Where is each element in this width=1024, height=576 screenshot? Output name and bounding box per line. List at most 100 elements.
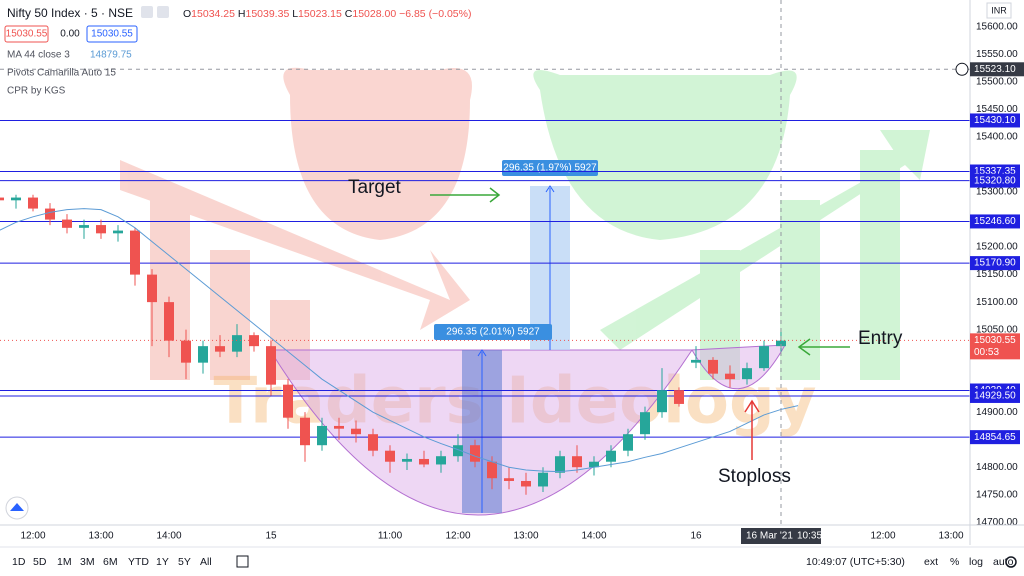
candle-body xyxy=(28,197,38,209)
y-tick-label: 15300.00 xyxy=(976,187,1018,198)
x-tick-label: 12:00 xyxy=(20,531,45,542)
x-tick-label: 14:00 xyxy=(156,531,181,542)
candle-body xyxy=(742,368,752,380)
stoploss-label: Stoploss xyxy=(718,466,791,487)
countdown: 00:53 xyxy=(974,347,999,358)
candle-body xyxy=(725,373,735,380)
option-button[interactable]: ext xyxy=(924,556,938,568)
candle-body xyxy=(164,302,174,341)
measure-label: 296.35 (1.97%) 5927 xyxy=(503,163,597,174)
range-button[interactable]: 1D xyxy=(12,556,26,568)
x-tick-label: 12:00 xyxy=(445,531,470,542)
stoploss-arrow-head xyxy=(744,399,760,413)
crosshair-price-box xyxy=(970,62,1024,77)
indicator-value: 14879.75 xyxy=(90,50,132,61)
level-label-box xyxy=(970,430,1020,445)
measure-label: 296.35 (2.01%) 5927 xyxy=(446,327,540,338)
range-button[interactable]: 5Y xyxy=(178,556,191,568)
candle-body xyxy=(147,274,157,303)
range-button[interactable]: 1Y xyxy=(156,556,169,568)
level-label-box xyxy=(970,214,1020,229)
entry-label: Entry xyxy=(858,328,903,349)
candle-body xyxy=(45,208,55,220)
indicator[interactable]: Pivots Camarilla Auto 15 xyxy=(7,68,116,79)
ohlc-key: O xyxy=(183,8,191,20)
y-tick-label: 15450.00 xyxy=(976,104,1018,115)
candle-body xyxy=(215,346,225,352)
bid[interactable]: 15030.55 xyxy=(6,29,48,40)
entry-arrow-head xyxy=(797,338,811,356)
range-button[interactable]: 1M xyxy=(57,556,72,568)
plot xyxy=(0,194,970,495)
range-button[interactable]: All xyxy=(200,556,212,568)
level-label: 14929.50 xyxy=(974,391,1016,402)
candle-body xyxy=(657,390,667,413)
candle-body xyxy=(521,480,531,487)
crosshair-date: 16 Mar '21 xyxy=(746,531,793,542)
y-tick-label: 15200.00 xyxy=(976,242,1018,253)
range-button[interactable]: 3M xyxy=(80,556,95,568)
calendar-icon[interactable] xyxy=(236,555,249,568)
y-tick-label: 15600.00 xyxy=(976,22,1018,33)
ohlc-change: −6.85 (−0.05%) xyxy=(399,8,471,20)
candle-body xyxy=(776,340,786,347)
y-tick-label: 15550.00 xyxy=(976,49,1018,60)
level-label: 15170.90 xyxy=(974,258,1016,269)
range-button[interactable]: 5D xyxy=(33,556,47,568)
icon[interactable] xyxy=(141,6,153,18)
option-button[interactable]: log xyxy=(969,556,983,568)
option-button[interactable]: auto xyxy=(993,556,1014,568)
bid-box[interactable] xyxy=(4,25,49,43)
indicator[interactable]: MA 44 close 3 xyxy=(7,50,70,61)
x-tick-label: 12:00 xyxy=(870,531,895,542)
candle-body xyxy=(640,412,650,435)
level-label-box xyxy=(970,173,1020,188)
measure-arrow-head xyxy=(545,185,555,193)
ohlc: O15034.25 H15039.35 L15023.15 C15028.00 … xyxy=(183,8,471,20)
ohlc-value: 15039.35 xyxy=(245,8,289,20)
indicator[interactable]: CPR by KGS xyxy=(7,86,66,97)
y-tick-label: 14800.00 xyxy=(976,462,1018,473)
bull-arrow xyxy=(600,130,930,350)
toolbar: 1D 5D 1M 3M 6M YTD 1Y 5Y All ext% log auto xyxy=(12,556,1014,568)
candle-body xyxy=(759,346,769,369)
candle-body xyxy=(572,456,582,468)
add-alert-button[interactable] xyxy=(955,62,969,76)
ask-box[interactable] xyxy=(86,25,138,43)
ohlc-value: 15023.15 xyxy=(298,8,342,20)
currency-box[interactable] xyxy=(986,2,1012,19)
bull-bar xyxy=(700,250,740,380)
candle-body xyxy=(79,225,89,228)
candle-body xyxy=(300,417,310,446)
x-tick-label: 13:00 xyxy=(513,531,538,542)
candle-body xyxy=(181,340,191,363)
ohlc-key: C xyxy=(345,8,353,20)
candle-body xyxy=(538,472,548,487)
ask[interactable]: 15030.55 xyxy=(91,29,133,40)
logo-icon xyxy=(10,503,24,511)
option-button[interactable]: % xyxy=(950,556,959,568)
y-tick-label: 14900.00 xyxy=(976,407,1018,418)
range-button[interactable]: 6M xyxy=(103,556,118,568)
y-axis: 15600.00 15550.00 15500.00 15450.00 15400.00… xyxy=(955,22,1024,528)
x-tick-label: 13:00 xyxy=(938,531,963,542)
candle-body xyxy=(368,434,378,451)
icon[interactable] xyxy=(157,6,169,18)
currency[interactable]: INR xyxy=(991,5,1007,15)
x-tick-label: 14:00 xyxy=(581,531,606,542)
y-tick-label: 15050.00 xyxy=(976,324,1018,335)
watermark-text: Traders Ideology xyxy=(214,365,817,439)
level-label: 14854.65 xyxy=(974,432,1016,443)
range-button[interactable]: YTD xyxy=(128,556,149,568)
measure-label-box xyxy=(434,324,552,340)
level-label-box xyxy=(970,113,1020,128)
measure-arrow-head xyxy=(477,349,487,357)
candle-body xyxy=(589,461,599,468)
clock: 10:49:07 (UTC+5:30) xyxy=(806,556,905,568)
watermark xyxy=(120,67,930,380)
level-label: 15430.10 xyxy=(974,115,1016,126)
ohlc-key: H xyxy=(238,8,246,20)
settings-icon[interactable] xyxy=(1005,556,1017,568)
symbol[interactable]: Nifty 50 Index · 5 · NSE xyxy=(7,6,133,20)
x-tick-label: 11:00 xyxy=(378,531,403,542)
